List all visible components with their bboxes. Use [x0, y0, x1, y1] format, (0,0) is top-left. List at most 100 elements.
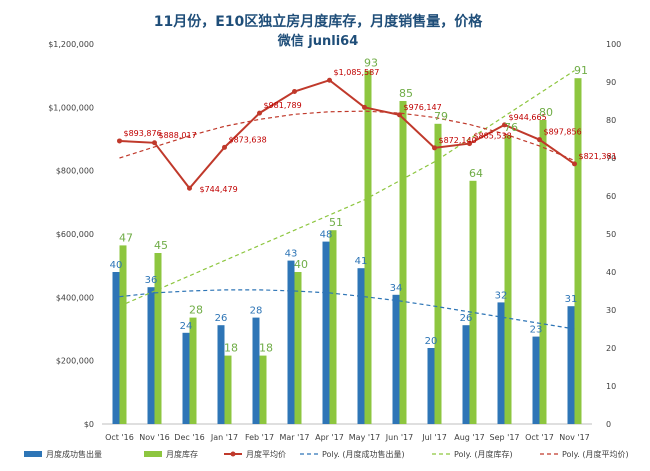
x-tick-label: Feb '17 — [245, 433, 274, 442]
price-point — [467, 141, 472, 147]
legend-label-inventory: 月度库存 — [166, 449, 198, 459]
chart-title: 11月份，E10区独立房月度库存，月度销售量，价格 — [154, 13, 484, 30]
y-right-tick-label: 0 — [606, 420, 611, 429]
trendline-inventory — [119, 70, 575, 307]
label-price: $981,789 — [264, 101, 302, 110]
x-tick-label: Nov '17 — [559, 433, 590, 442]
bar-sales — [462, 325, 470, 424]
bar-sales — [357, 268, 365, 424]
y-left-tick-label: $600,000 — [56, 230, 94, 239]
legend-swatch-inventory — [144, 451, 162, 457]
y-left-tick-label: $400,000 — [56, 293, 94, 302]
y-right-tick-label: 50 — [606, 230, 616, 239]
bar-sales — [532, 336, 540, 424]
y-right-tick-label: 80 — [606, 116, 616, 125]
bar-inventory — [224, 355, 232, 424]
label-price: $888,017 — [159, 131, 197, 140]
label-inventory: 79 — [434, 110, 448, 123]
label-price: $944,665 — [509, 113, 547, 122]
legend-label-trend-price: Poly. (月度平均价) — [562, 449, 629, 459]
bar-inventory — [399, 101, 407, 424]
x-tick-label: Mar '17 — [279, 433, 309, 442]
price-line-path — [119, 79, 576, 190]
label-inventory: 40 — [294, 258, 308, 271]
label-price: $872,140 — [439, 136, 477, 145]
trendlines — [119, 70, 575, 330]
legend: 月度成功售出量 月度库存 月度平均价 Poly. (月度成功售出量) Poly. (月度… — [24, 449, 629, 459]
y-left-tick-label: $200,000 — [56, 357, 94, 366]
bar-sales — [287, 260, 295, 424]
legend-swatch-sales — [24, 451, 42, 457]
bar-sales — [112, 272, 120, 424]
label-price: $873,638 — [229, 135, 267, 144]
label-sales: 26 — [460, 313, 473, 324]
legend-marker-price — [230, 451, 236, 457]
bar-sales — [567, 306, 575, 424]
label-sales: 24 — [180, 321, 193, 332]
data-labels: 40 47 $893,876 36 45 $888,017 24 28 $744,479 26 18… — [110, 57, 617, 355]
x-tick-label: Jun '17 — [385, 433, 413, 442]
bar-inventory — [539, 120, 547, 424]
x-tick-label: Jul '17 — [421, 433, 447, 442]
bar-inventory — [154, 253, 162, 424]
y-right-tick-label: 10 — [606, 382, 616, 391]
label-sales: 41 — [355, 256, 368, 267]
bar-inventory — [574, 78, 582, 424]
price-point — [572, 161, 577, 167]
label-inventory: 51 — [329, 216, 343, 229]
label-inventory: 47 — [119, 231, 133, 244]
x-tick-label: Oct '16 — [105, 433, 134, 442]
y-right-tick-label: 40 — [606, 268, 616, 277]
label-inventory: 18 — [259, 342, 273, 355]
label-price: $976,147 — [404, 103, 442, 112]
price-line — [117, 77, 577, 191]
x-tick-label: Jan '17 — [210, 433, 238, 442]
label-sales: 34 — [390, 283, 403, 294]
axes: $0 $200,000 $400,000 $600,000 $800,000 $1,000… — [48, 40, 621, 442]
label-inventory: 76 — [504, 121, 518, 134]
bar-inventory — [504, 135, 512, 424]
bar-sales — [497, 302, 505, 424]
x-tick-label: Nov '16 — [139, 433, 170, 442]
label-price: $893,876 — [124, 129, 162, 138]
bar-inventory — [329, 230, 337, 424]
label-inventory: 18 — [224, 342, 238, 355]
y-right-tick-label: 60 — [606, 192, 616, 201]
bar-sales — [147, 287, 155, 424]
bar-sales — [182, 332, 190, 424]
label-sales: 36 — [145, 275, 158, 286]
trendline-sales — [119, 289, 575, 330]
bar-sales — [392, 294, 400, 424]
bar-inventory — [119, 245, 127, 424]
label-sales: 26 — [215, 313, 228, 324]
x-tick-label: Aug '17 — [454, 433, 485, 442]
legend-label-price: 月度平均价 — [246, 449, 286, 459]
x-tick-label: Apr '17 — [315, 433, 344, 442]
label-sales: 40 — [110, 260, 123, 271]
bar-inventory — [259, 355, 267, 424]
y-left-tick-label: $1,200,000 — [48, 40, 94, 49]
y-right-tick-label: 100 — [606, 40, 621, 49]
label-sales: 31 — [565, 294, 578, 305]
label-price: $885,538 — [474, 132, 512, 141]
price-point — [187, 185, 192, 191]
bar-sales — [217, 325, 225, 424]
bar-sales — [427, 348, 435, 424]
bar-sales — [252, 317, 260, 424]
label-price: $897,856 — [544, 128, 582, 137]
bar-inventory — [294, 272, 302, 424]
bar-inventory — [189, 317, 197, 424]
label-sales: 20 — [425, 336, 438, 347]
price-point — [152, 140, 157, 146]
y-left-tick-label: $1,000,000 — [48, 103, 94, 112]
label-inventory: 85 — [399, 87, 413, 100]
y-left-tick-label: $0 — [84, 420, 94, 429]
label-sales: 48 — [320, 230, 333, 241]
legend-label-trend-inventory: Poly. (月度库存) — [454, 449, 513, 459]
legend-label-trend-sales: Poly. (月度成功售出量) — [322, 449, 405, 459]
bar-inventory — [434, 123, 442, 425]
label-sales: 23 — [530, 325, 543, 336]
price-point — [327, 77, 332, 83]
x-tick-label: Dec '16 — [174, 433, 204, 442]
